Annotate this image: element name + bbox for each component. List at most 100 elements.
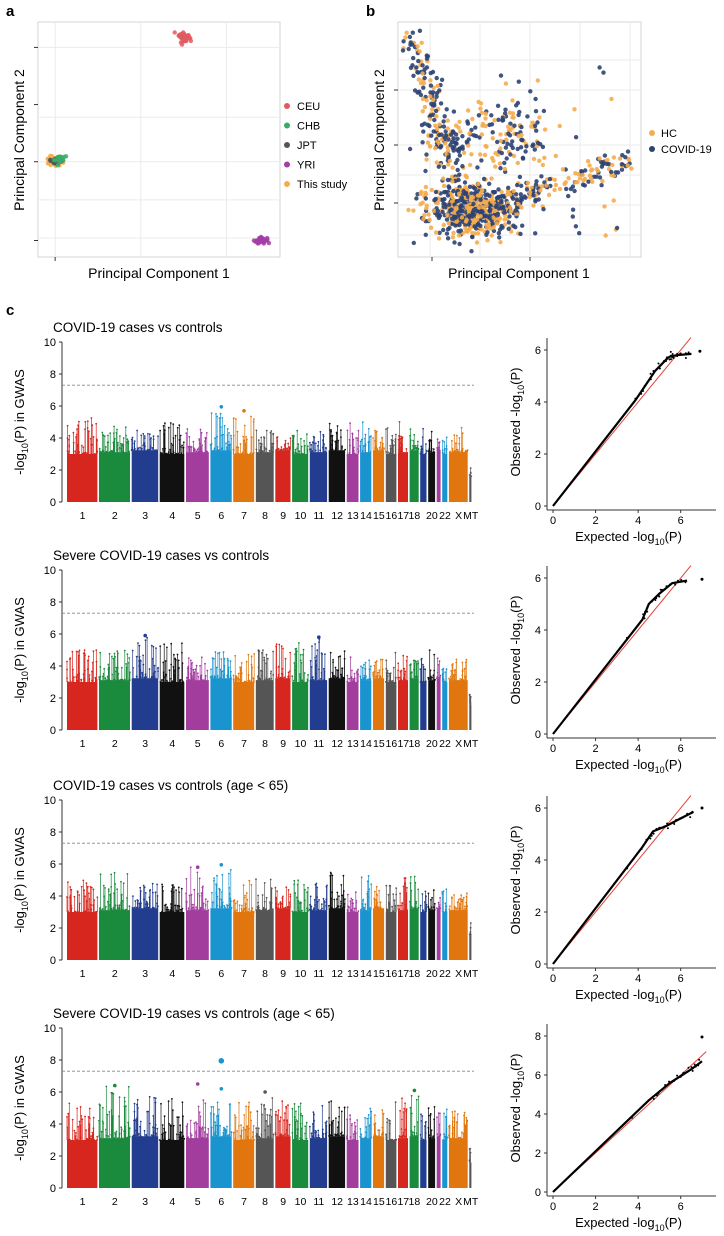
pca-b-point-case: [429, 133, 434, 138]
qq-point: [698, 349, 702, 353]
pca-b-point-case: [570, 214, 575, 219]
qq-xtick-label: 0: [550, 743, 556, 755]
chromosome-block: [131, 450, 159, 502]
pca-b-point-case: [497, 235, 502, 240]
pca-b-point-hc: [563, 180, 568, 185]
pca-b-point-case: [414, 65, 419, 70]
pca-b-point-hc: [420, 109, 425, 114]
qq-point: [669, 583, 672, 586]
pca-b-point-case: [613, 170, 618, 175]
manhattan-ylabel-sub: 10: [20, 671, 30, 681]
pca-b-point-case: [441, 204, 446, 209]
pca-b-point-hc: [404, 30, 409, 35]
pca-b-point-hc: [456, 233, 462, 238]
manhattan-ylabel-sub: 10: [20, 901, 30, 911]
pca-b-point-hc: [445, 212, 450, 218]
chromosome-block: [385, 454, 397, 502]
snp-point: [133, 906, 136, 909]
pca-b-point-hc: [449, 199, 454, 205]
chromosome-label: 5: [195, 510, 201, 522]
pca-b-point-case: [487, 193, 492, 198]
pca-b-point-case: [564, 186, 569, 192]
chromosome-label: 8: [262, 738, 268, 750]
pca-b-point-case: [455, 157, 460, 163]
qq-point: [642, 613, 645, 616]
pca-b-point-hc: [463, 226, 468, 231]
pca-b-point-case: [538, 142, 543, 147]
pca-b-point-hc: [424, 206, 429, 211]
snp-point: [143, 676, 146, 679]
chromosome-block: [233, 682, 255, 730]
pca-b-point-case: [540, 144, 546, 150]
chromosome-block: [67, 454, 98, 502]
pca-a-point: [259, 239, 264, 244]
chromosome-block: [328, 450, 346, 502]
manhattan-ytick-label: 6: [50, 401, 56, 413]
snp-point: [155, 449, 158, 452]
chromosome-label: 4: [169, 968, 175, 980]
legend-a-label: This study: [297, 179, 348, 191]
pca-b-point-hc: [453, 123, 459, 128]
qq-point: [652, 370, 655, 372]
pca-b-point-case: [445, 193, 451, 198]
pca-b-point-case: [601, 160, 606, 165]
manhattan-ytick-label: 0: [50, 497, 56, 509]
snp-point: [255, 909, 258, 911]
pca-b-point-case: [496, 117, 501, 123]
pca-b-point-hc: [446, 221, 451, 226]
pca-b-point-case: [420, 140, 425, 145]
qq-point: [649, 378, 652, 381]
legend-a-swatch: [284, 122, 290, 129]
manhattan-ytick-label: 10: [44, 565, 56, 577]
chromosome-label: 3: [142, 738, 148, 750]
pca-b-point-case: [511, 223, 516, 228]
qq-ytick-label: 4: [535, 397, 541, 409]
pca-b-point-case: [446, 154, 451, 160]
snp-point: [319, 909, 322, 911]
chromosome-block: [67, 682, 98, 730]
pca-b-point-case: [441, 201, 446, 206]
pca-b-point-case: [489, 113, 494, 118]
pca-b-point-hc: [476, 99, 481, 105]
pca-b-point-hc: [464, 217, 469, 222]
chromosome-block: [328, 678, 346, 730]
pca-b-point-hc: [484, 202, 489, 208]
chromosome-label: 9: [280, 968, 286, 980]
pca-b-point-case: [609, 169, 614, 175]
pca-b-point-hc: [557, 186, 563, 192]
pca-b-point-case: [498, 166, 503, 171]
pca-b-point-hc: [480, 205, 486, 210]
qq-point: [644, 610, 647, 613]
pca-b-point-case: [479, 158, 484, 163]
pca-b-point-hc: [421, 80, 427, 86]
pca-b-point-hc: [603, 233, 608, 238]
pca-b-point-case: [421, 129, 426, 134]
pca-b-point-case: [516, 79, 521, 84]
pca-b-point-case: [503, 145, 509, 150]
qq-xlabel-sub: 10: [655, 537, 665, 547]
pca-b-point-hc: [450, 194, 455, 200]
pca-b-point-case: [411, 73, 416, 79]
pca-b-point-case: [487, 181, 492, 186]
qq-point: [643, 384, 646, 387]
qq-point: [664, 588, 667, 591]
pca-b-point-case: [467, 184, 473, 189]
pca-b-point-case: [507, 214, 512, 219]
manhattan-ytick-label: 10: [44, 795, 56, 807]
pca-b-point-hc: [625, 163, 630, 168]
snp-point: [346, 911, 349, 913]
pca-b-point-case: [441, 227, 446, 233]
pca-b-point-hc: [485, 238, 490, 243]
pca-b-point-case: [491, 228, 497, 234]
qq-observed-curve: [552, 352, 692, 507]
pca-b-point-hc: [553, 182, 559, 188]
pca-b-point-case: [523, 149, 528, 154]
pca-b-point-hc: [491, 215, 496, 220]
chromosome-label: 1: [80, 510, 86, 522]
chromosome-block: [159, 682, 185, 730]
pca-b-point-case: [487, 215, 492, 220]
pca-b-point-case: [481, 176, 487, 182]
pca-b-point-case: [445, 236, 451, 241]
pca-b-point-hc: [427, 144, 433, 149]
chromosome-label: 6: [218, 510, 224, 522]
